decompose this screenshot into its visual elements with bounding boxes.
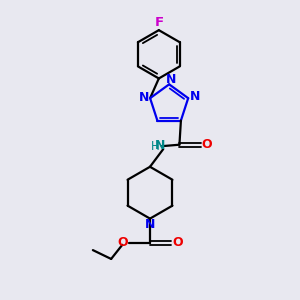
Text: N: N	[165, 73, 176, 85]
Text: F: F	[154, 16, 164, 29]
Text: N: N	[145, 218, 155, 231]
Text: H: H	[151, 140, 160, 153]
Text: N: N	[139, 91, 149, 104]
Text: N: N	[155, 139, 166, 152]
Text: O: O	[202, 138, 212, 151]
Text: O: O	[172, 236, 183, 249]
Text: O: O	[117, 236, 128, 249]
Text: N: N	[190, 90, 200, 103]
